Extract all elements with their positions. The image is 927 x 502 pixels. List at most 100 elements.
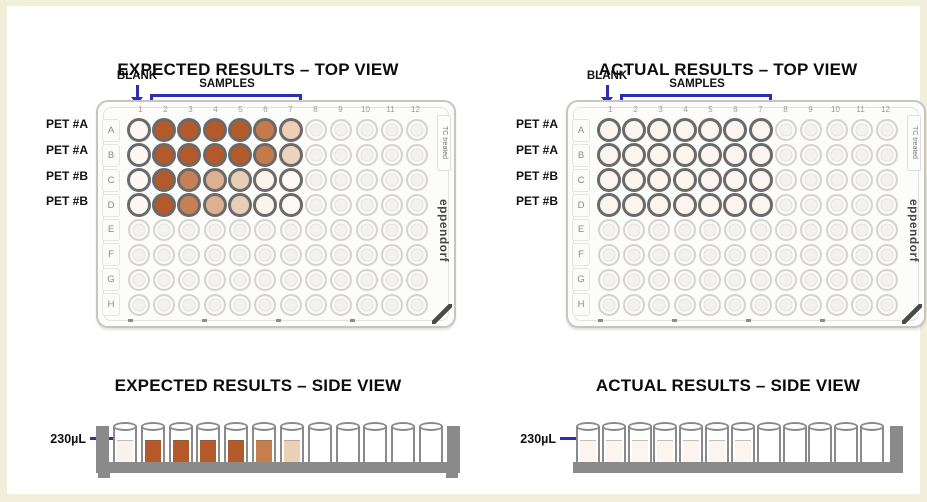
cylinder-bottom_right-11 [834, 422, 859, 462]
well-actual-H3 [648, 294, 671, 317]
well-actual-F10 [825, 244, 848, 267]
row-annotation-pet-b1: PET #B [45, 169, 88, 183]
cylinder-bottom_left-8 [307, 422, 332, 462]
well-expected-C7 [278, 167, 303, 192]
cylinder-bottom_right-8 [756, 422, 781, 462]
well-expected-H6 [254, 294, 277, 317]
panel-actual-side-view: ACTUAL RESULTS – SIDE VIEW 230µL [498, 370, 927, 490]
well-expected-B10 [355, 143, 378, 166]
cylinder-body [140, 426, 165, 462]
well-expected-A9 [330, 118, 353, 141]
well-expected-E4 [203, 219, 226, 242]
well-actual-C7 [748, 167, 773, 192]
row-label-D: D [572, 193, 590, 217]
well-actual-G9 [800, 269, 823, 292]
well-expected-H4 [203, 294, 226, 317]
column-label-9: 9 [338, 105, 343, 114]
well-actual-H8 [774, 294, 797, 317]
blank-label: BLANK [586, 70, 628, 82]
panel-actual-top-view: ACTUAL RESULTS – TOP VIEW BLANK SAMPLES … [498, 60, 927, 332]
row-label-A: A [572, 119, 590, 142]
cylinder-body [627, 426, 652, 462]
well-expected-C11 [380, 168, 403, 191]
well-expected-D5 [227, 192, 252, 217]
well-expected-D6 [253, 192, 278, 217]
plate-bottom-ticks [598, 319, 894, 322]
cylinder-body [335, 426, 360, 462]
well-actual-H12 [876, 294, 899, 317]
row-label-G: G [572, 268, 590, 292]
well-actual-F4 [673, 244, 696, 267]
blank-label: BLANK [116, 70, 158, 82]
well-actual-A1 [596, 117, 621, 142]
cylinder-body [113, 426, 137, 462]
well-actual-G12 [876, 269, 899, 292]
well-actual-C9 [800, 168, 823, 191]
cylinder-body [252, 426, 277, 462]
well-actual-G2 [622, 269, 645, 292]
column-label-6: 6 [263, 105, 268, 114]
cylinder-bottom_right-10 [808, 422, 833, 462]
well-expected-F5 [228, 244, 251, 267]
cylinder-bottom_right-5 [679, 422, 704, 462]
cylinder-body [679, 426, 704, 462]
well-actual-B6 [723, 142, 748, 167]
tray-left-post [96, 426, 109, 473]
well-expected-G3 [178, 269, 201, 292]
well-actual-C12 [876, 168, 899, 191]
cylinder-row [576, 422, 884, 462]
cylinder-bottom_left-4 [196, 422, 221, 462]
cylinder-rim [224, 422, 249, 431]
well-actual-B7 [748, 142, 773, 167]
panel-title: ACTUAL RESULTS – SIDE VIEW [595, 376, 861, 395]
cylinder-liquid [200, 440, 217, 462]
well-expected-C4 [202, 167, 227, 192]
well-actual-E12 [876, 219, 899, 242]
well-actual-B2 [621, 142, 646, 167]
volume-label: 230µL [520, 432, 556, 446]
well-actual-E8 [774, 219, 797, 242]
well-actual-A6 [723, 117, 748, 142]
volume-label: 230µL [50, 432, 86, 446]
cylinder-bottom_right-1 [576, 422, 600, 462]
cylinder-bottom_left-5 [224, 422, 249, 462]
well-actual-F1 [597, 244, 620, 267]
well-expected-F11 [380, 244, 403, 267]
row-label-E: E [572, 218, 590, 242]
well-expected-H8 [304, 294, 327, 317]
row-annotation-pet-b2: PET #B [515, 194, 558, 208]
well-actual-F2 [622, 244, 645, 267]
well-expected-E10 [355, 219, 378, 242]
cylinder-rim [756, 422, 781, 431]
cylinder-bottom_left-2 [140, 422, 165, 462]
well-actual-D7 [748, 192, 773, 217]
well-expected-H5 [228, 294, 251, 317]
well-expected-B3 [177, 142, 202, 167]
well-actual-C10 [825, 168, 848, 191]
well-expected-H10 [355, 294, 378, 317]
well-actual-B12 [876, 143, 899, 166]
tray-right-post [890, 426, 903, 473]
cylinder-rim [113, 422, 137, 431]
cylinder-bottom_right-2 [601, 422, 626, 462]
row-label-H: H [102, 293, 120, 316]
panel-expected-top-view: EXPECTED RESULTS – TOP VIEW BLANK SAMPLE… [28, 60, 464, 332]
tc-treated-label: TC treated [437, 115, 451, 171]
well-actual-C8 [774, 168, 797, 191]
well-expected-F10 [355, 244, 378, 267]
well-actual-E9 [800, 219, 823, 242]
samples-bracket [620, 94, 772, 102]
column-label-10: 10 [361, 105, 370, 114]
well-actual-D5 [697, 192, 722, 217]
cylinder-body [196, 426, 221, 462]
well-actual-C3 [647, 167, 672, 192]
well-actual-G7 [749, 269, 772, 292]
well-actual-A3 [647, 117, 672, 142]
well-actual-D4 [672, 192, 697, 217]
cylinder-rim [730, 422, 755, 431]
cylinder-liquid [117, 440, 133, 462]
well-expected-E9 [330, 219, 353, 242]
cylinder-body [705, 426, 730, 462]
column-label-12: 12 [411, 105, 420, 114]
